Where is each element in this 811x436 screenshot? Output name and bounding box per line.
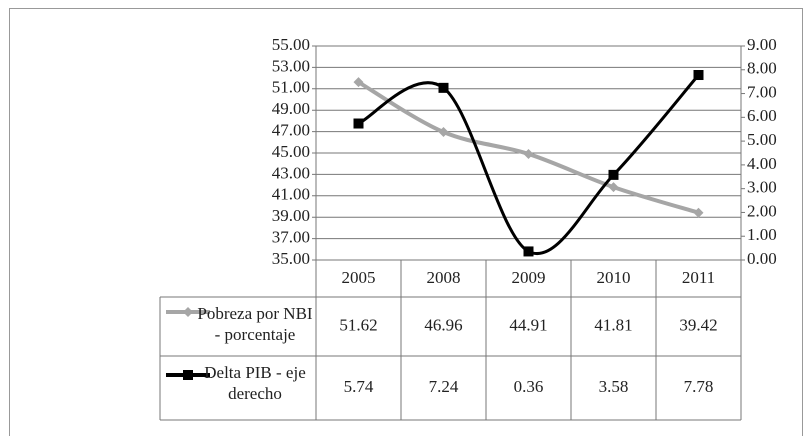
marker bbox=[438, 82, 449, 93]
x-tick-label: 2010 bbox=[597, 268, 631, 287]
table-value: 5.74 bbox=[344, 377, 374, 396]
y2-tick-label: 1.00 bbox=[747, 225, 777, 244]
table-value: 7.78 bbox=[684, 377, 714, 396]
x-tick-label: 2009 bbox=[512, 268, 546, 287]
x-tick-label: 2005 bbox=[342, 268, 376, 287]
y-tick-label: 53.00 bbox=[272, 56, 310, 75]
y2-tick-label: 8.00 bbox=[747, 59, 777, 78]
marker bbox=[183, 307, 193, 317]
y-tick-label: 43.00 bbox=[272, 163, 310, 182]
marker bbox=[523, 246, 534, 257]
table-value: 51.62 bbox=[339, 315, 377, 334]
table-value: 7.24 bbox=[429, 377, 459, 396]
table-value: 44.91 bbox=[509, 315, 547, 334]
y2-tick-label: 7.00 bbox=[747, 82, 777, 101]
y-tick-label: 41.00 bbox=[272, 185, 310, 204]
legend-label: Delta PIB - eje derecho bbox=[204, 363, 306, 403]
marker bbox=[693, 70, 704, 81]
marker bbox=[608, 182, 619, 193]
y2-tick-label: 0.00 bbox=[747, 249, 777, 268]
y-tick-label: 51.00 bbox=[272, 78, 310, 97]
y-tick-label: 39.00 bbox=[272, 206, 310, 225]
y2-tick-label: 3.00 bbox=[747, 178, 777, 197]
legend-text: Delta PIB - eje derecho bbox=[204, 363, 306, 403]
y-tick-label: 49.00 bbox=[272, 99, 310, 118]
marker bbox=[608, 169, 619, 180]
legend-text: Pobreza por NBI - porcentaje bbox=[197, 304, 313, 344]
marker bbox=[523, 148, 534, 159]
table-value: 3.58 bbox=[599, 377, 629, 396]
y2-tick-label: 4.00 bbox=[747, 154, 777, 173]
y2-tick-label: 2.00 bbox=[747, 201, 777, 220]
y2-tick-label: 9.00 bbox=[747, 35, 777, 54]
x-tick-label: 2011 bbox=[682, 268, 715, 287]
table-value: 46.96 bbox=[424, 315, 462, 334]
y-tick-label: 37.00 bbox=[272, 228, 310, 247]
y2-tick-label: 5.00 bbox=[747, 130, 777, 149]
marker bbox=[438, 127, 449, 138]
table-value: 0.36 bbox=[514, 377, 544, 396]
y-tick-label: 45.00 bbox=[272, 142, 310, 161]
marker bbox=[693, 207, 704, 218]
y-tick-label: 35.00 bbox=[272, 249, 310, 268]
y2-tick-label: 6.00 bbox=[747, 106, 777, 125]
y-tick-label: 55.00 bbox=[272, 35, 310, 54]
chart-frame bbox=[9, 8, 803, 436]
marker bbox=[183, 370, 193, 380]
marker bbox=[353, 118, 364, 129]
table-value: 41.81 bbox=[594, 315, 632, 334]
legend-label: Pobreza por NBI - porcentaje bbox=[197, 304, 313, 344]
marker bbox=[353, 77, 364, 88]
y-tick-label: 47.00 bbox=[272, 121, 310, 140]
table-value: 39.42 bbox=[679, 315, 717, 334]
x-tick-label: 2008 bbox=[427, 268, 461, 287]
